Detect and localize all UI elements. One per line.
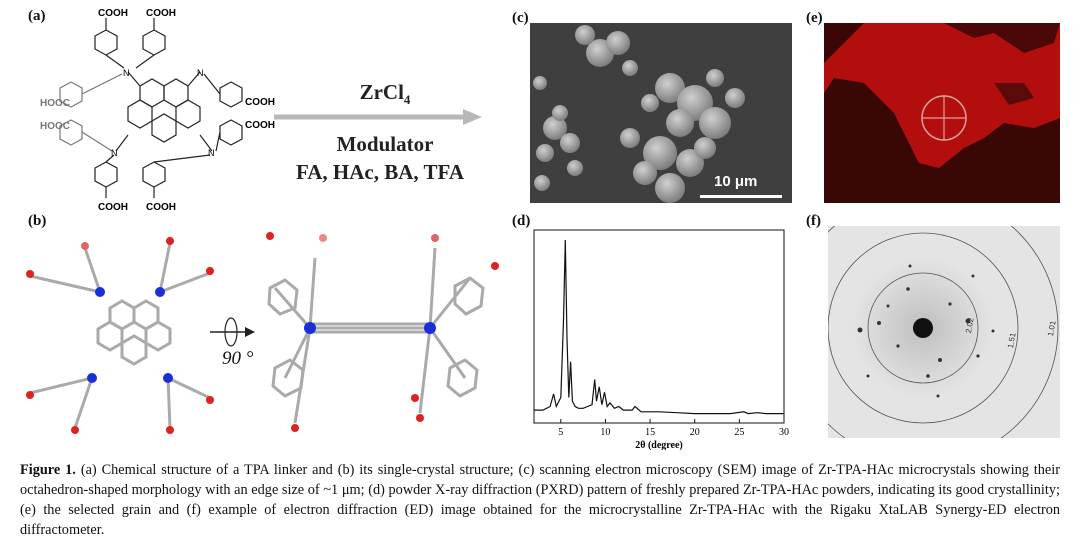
nitrogen-label-3: N	[111, 148, 118, 158]
pxrd-chart: 5 10 15 20 25 30 2θ (degree)	[533, 229, 789, 450]
oxygen-atom	[206, 267, 214, 275]
nitrogen-label-1: N	[123, 68, 130, 78]
sem-scale-label: 10 μm	[714, 173, 758, 190]
panel-label-f: (f)	[806, 213, 821, 229]
oxygen-atom	[71, 426, 79, 434]
oxygen-atom	[26, 391, 34, 399]
hooc-label-2: HOOC	[40, 121, 70, 132]
figure-caption-text: (a) Chemical structure of a TPA linker a…	[20, 462, 1060, 538]
panel-label-d: (d)	[512, 213, 531, 229]
oxygen-atom	[166, 426, 174, 434]
x-tick-label-20: 20	[690, 427, 700, 438]
cooh-label-2: COOH	[146, 8, 176, 19]
x-axis-label: 2θ (degree)	[635, 440, 683, 450]
cooh-label-6: COOH	[146, 202, 176, 213]
modulator-title: Modulator	[336, 132, 434, 156]
reaction-arrow	[274, 109, 482, 125]
nitrogen-label-2: N	[197, 68, 204, 78]
ring-1	[867, 272, 979, 384]
oxygen-atom	[81, 242, 89, 250]
crystal-structure-side	[266, 232, 499, 432]
oxygen-atom	[166, 237, 174, 245]
nitrogen-label-4: N	[208, 148, 215, 158]
x-tick-label-30: 30	[779, 427, 789, 438]
oxygen-atom	[416, 414, 424, 422]
panel-label-b: (b)	[28, 213, 47, 229]
figure-number: Figure 1.	[20, 462, 76, 478]
cooh-label-4: COOH	[245, 120, 275, 131]
nitrogen-atom	[87, 373, 97, 383]
panel-label-c: (c)	[512, 10, 529, 26]
panel-label-a: (a)	[28, 8, 46, 24]
cooh-label-1: COOH	[98, 8, 128, 19]
oxygen-atom	[291, 424, 299, 432]
tpa-linker-structure: COOH COOH HOOC HOOC COOH COOH COOH COOH …	[40, 8, 275, 213]
nitrogen-atom	[155, 287, 165, 297]
hooc-label-1: HOOC	[40, 98, 70, 109]
sem-texture	[530, 23, 792, 203]
oxygen-atom	[206, 396, 214, 404]
ring-2	[828, 232, 1019, 424]
plot-frame	[533, 229, 785, 424]
nitrogen-atom	[304, 322, 316, 334]
panel-label-e: (e)	[806, 10, 823, 26]
oxygen-atom	[411, 394, 419, 402]
sem-scale-bar	[700, 195, 782, 198]
electron-diffraction-image: 2.02 1.51 1.01	[828, 226, 1060, 438]
oxygen-atom	[266, 232, 274, 240]
oxygen-atom	[491, 262, 499, 270]
figure-caption: Figure 1. (a) Chemical structure of a TP…	[20, 460, 1060, 540]
rotation-symbol	[210, 317, 255, 347]
nitrogen-atom	[95, 287, 105, 297]
crystal-structure-front	[26, 237, 214, 434]
x-tick-label-10: 10	[600, 427, 610, 438]
oxygen-atom	[319, 234, 327, 242]
ring-3	[828, 226, 1059, 438]
x-tick-label-15: 15	[645, 427, 655, 438]
pxrd-series-line	[534, 239, 784, 415]
oxygen-atom	[431, 234, 439, 242]
ed-pattern	[828, 226, 1059, 438]
rotation-angle: 90 °	[222, 348, 254, 369]
reagent-label: ZrCl4	[359, 80, 411, 108]
modulator-list: FA, HAc, BA, TFA	[296, 160, 464, 184]
x-tick-label-5: 5	[558, 427, 563, 438]
selected-grain-image	[824, 23, 1060, 203]
nitrogen-atom	[424, 322, 436, 334]
grain-map	[824, 23, 1060, 203]
x-tick-label-25: 25	[734, 427, 744, 438]
cooh-label-3: COOH	[245, 97, 275, 108]
oxygen-atom	[26, 270, 34, 278]
cooh-label-5: COOH	[98, 202, 128, 213]
sem-image: 10 μm	[530, 23, 792, 203]
nitrogen-atom	[163, 373, 173, 383]
